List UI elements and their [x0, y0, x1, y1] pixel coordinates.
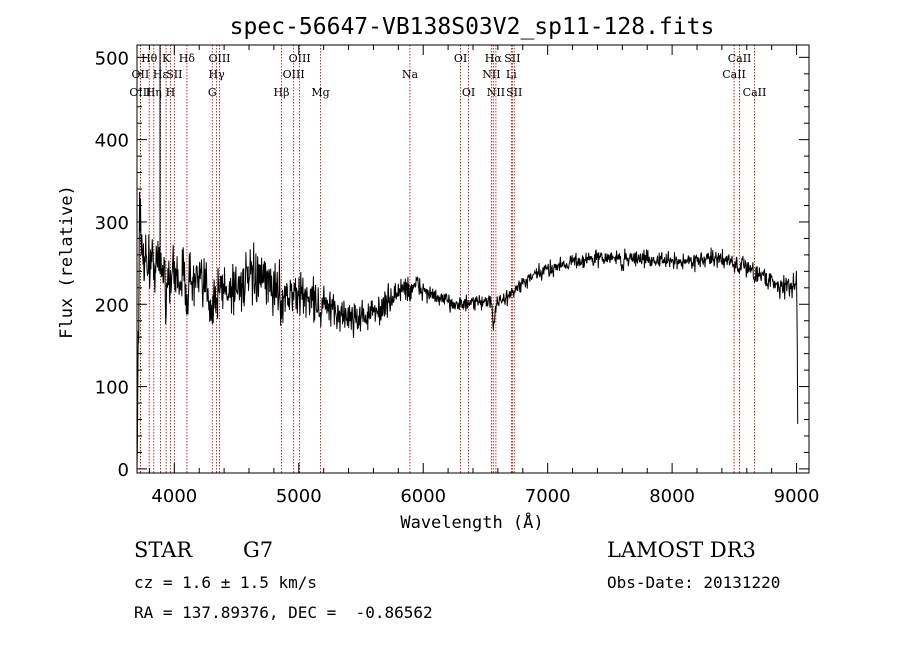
- line-marker-label: Hα: [485, 52, 503, 65]
- redshift-readout: cz = 1.6 ± 1.5 km/s: [134, 573, 318, 592]
- line-marker-label: OIII: [208, 52, 230, 65]
- x-tick-label: 6000: [400, 486, 446, 507]
- x-tick-label: 7000: [525, 486, 571, 507]
- line-marker-label: OIII: [283, 68, 305, 81]
- line-marker-label: NII: [482, 68, 500, 81]
- line-marker-label: SII: [166, 68, 182, 81]
- line-marker-label: Hε: [153, 68, 169, 81]
- line-marker-label: Li: [506, 68, 517, 81]
- line-marker-label: SII: [504, 52, 520, 65]
- x-tick-label: 5000: [276, 486, 322, 507]
- line-marker-label: Hη: [146, 86, 162, 99]
- x-axis-label: Wavelength (Å): [400, 511, 543, 533]
- line-marker-label: OI: [454, 52, 467, 65]
- line-marker-label: K: [162, 52, 171, 65]
- x-tick-label: 8000: [649, 486, 695, 507]
- line-marker-label: CaII: [722, 68, 746, 81]
- line-marker-label: OII: [132, 68, 150, 81]
- line-marker-label: H: [166, 86, 176, 99]
- line-marker-label: Hβ: [274, 86, 290, 99]
- x-tick-label: 9000: [774, 486, 820, 507]
- line-marker-label: OIII: [129, 86, 151, 99]
- observation-date: Obs-Date: 20131220: [607, 573, 781, 592]
- y-tick-label: 400: [95, 131, 129, 152]
- y-tick-label: 500: [95, 48, 129, 69]
- chart-title: spec-56647-VB138S03V2_sp11-128.fits: [230, 14, 715, 40]
- y-tick-label: 100: [95, 378, 129, 399]
- coordinates-readout: RA = 137.89376, DEC = -0.86562: [134, 603, 433, 622]
- line-marker-label: Mg: [311, 86, 329, 99]
- line-marker-label: CaII: [743, 86, 767, 99]
- line-marker-label: Hγ: [209, 68, 226, 81]
- y-tick-label: 300: [95, 213, 129, 234]
- plot-frame: [136, 44, 810, 474]
- line-marker-label: G: [208, 86, 217, 99]
- object-subclass: G7: [243, 538, 274, 562]
- x-axis: 4000 5000 6000 7000 8000 9000: [148, 45, 820, 507]
- survey-name: LAMOST DR3: [607, 538, 756, 562]
- object-class: STAR: [134, 538, 193, 562]
- line-marker-label: SII: [506, 86, 522, 99]
- x-tick-label: 4000: [151, 486, 197, 507]
- spectrum-line: [136, 45, 799, 469]
- line-marker-label: CaII: [728, 52, 752, 65]
- line-marker-label: OI: [462, 86, 475, 99]
- y-axis-label: Flux (relative): [57, 185, 77, 339]
- line-marker-label: Hθ: [141, 52, 158, 65]
- line-marker-label: NII: [487, 86, 505, 99]
- line-marker-label: OIII: [289, 52, 311, 65]
- y-tick-label: 200: [95, 295, 129, 316]
- y-axis: 0 100 200 300 400 500: [95, 48, 809, 481]
- line-marker-label: Hδ: [179, 52, 196, 65]
- line-marker-label: Na: [402, 68, 419, 81]
- y-tick-label: 0: [118, 460, 129, 481]
